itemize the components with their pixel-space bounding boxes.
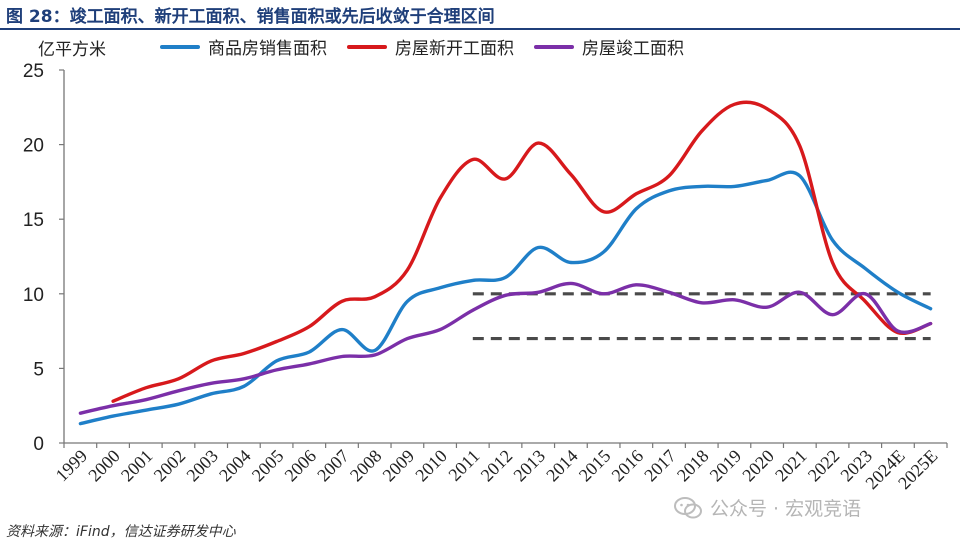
legend-label-new-starts: 房屋新开工面积 <box>395 39 514 59</box>
legend-swatch-sales <box>160 44 200 49</box>
x-tick-label: 2014 <box>542 446 582 486</box>
y-tick-label: 15 <box>23 210 44 231</box>
series-new-starts-line <box>111 100 933 403</box>
legend-label-sales: 商品房销售面积 <box>208 39 327 59</box>
x-tick-label: 2006 <box>281 446 321 486</box>
series-sales-line <box>78 170 933 426</box>
x-tick-label: 2016 <box>608 446 648 486</box>
x-tick-label: 2021 <box>771 446 811 486</box>
x-tick-label: 2007 <box>313 446 353 486</box>
y-tick-label: 10 <box>23 285 44 306</box>
x-tick-label: 2001 <box>117 446 157 486</box>
series-completed-line <box>78 281 933 415</box>
y-axis-label: 亿平方米 <box>38 40 106 60</box>
legend-item-completed: 房屋竣工面积 <box>534 34 684 59</box>
x-tick-label: 2015 <box>575 446 615 486</box>
x-tick-label: 2012 <box>477 446 517 486</box>
chart-legend: 商品房销售面积 房屋新开工面积 房屋竣工面积 <box>160 34 684 59</box>
x-tick-label: 2000 <box>84 446 124 486</box>
x-tick-label: 2002 <box>150 446 190 486</box>
x-tick-label: 2019 <box>706 446 746 486</box>
x-tick-label: 2008 <box>346 446 386 486</box>
legend-swatch-new-starts <box>347 44 387 49</box>
legend-swatch-completed <box>534 44 574 49</box>
y-tick-label: 25 <box>23 61 44 82</box>
x-tick-label: 2018 <box>673 446 713 486</box>
y-tick-label: 5 <box>33 359 44 380</box>
x-tick-label: 2009 <box>379 446 419 486</box>
chart-title: 图 28：竣工面积、新开工面积、销售面积或先后收敛于合理区间 <box>6 7 495 27</box>
x-tick-label: 2003 <box>182 446 222 486</box>
x-tick-label: 2020 <box>738 446 778 486</box>
source-note: 资料来源：iFind，信达证券研发中心 <box>6 524 236 540</box>
watermark-text: 公众号 · 宏观竞语 <box>710 498 862 520</box>
x-tick-label: 2010 <box>411 446 451 486</box>
x-tick-label: 2005 <box>248 446 288 486</box>
legend-label-completed: 房屋竣工面积 <box>582 39 684 59</box>
y-tick-label: 20 <box>23 136 44 157</box>
legend-item-new-starts: 房屋新开工面积 <box>347 34 514 59</box>
watermark: 公众号 · 宏观竞语 <box>674 494 861 521</box>
legend-item-sales: 商品房销售面积 <box>160 34 327 59</box>
x-tick-label: 2004 <box>215 446 255 486</box>
y-tick-label: 0 <box>33 434 44 455</box>
x-tick-label: 2013 <box>509 446 549 486</box>
x-tick-label: 1999 <box>52 446 92 486</box>
wechat-icon <box>674 496 702 518</box>
title-divider <box>0 28 960 30</box>
x-tick-label: 2017 <box>640 446 680 486</box>
x-tick-label: 2011 <box>444 446 483 485</box>
x-tick-label: 2022 <box>804 446 844 486</box>
